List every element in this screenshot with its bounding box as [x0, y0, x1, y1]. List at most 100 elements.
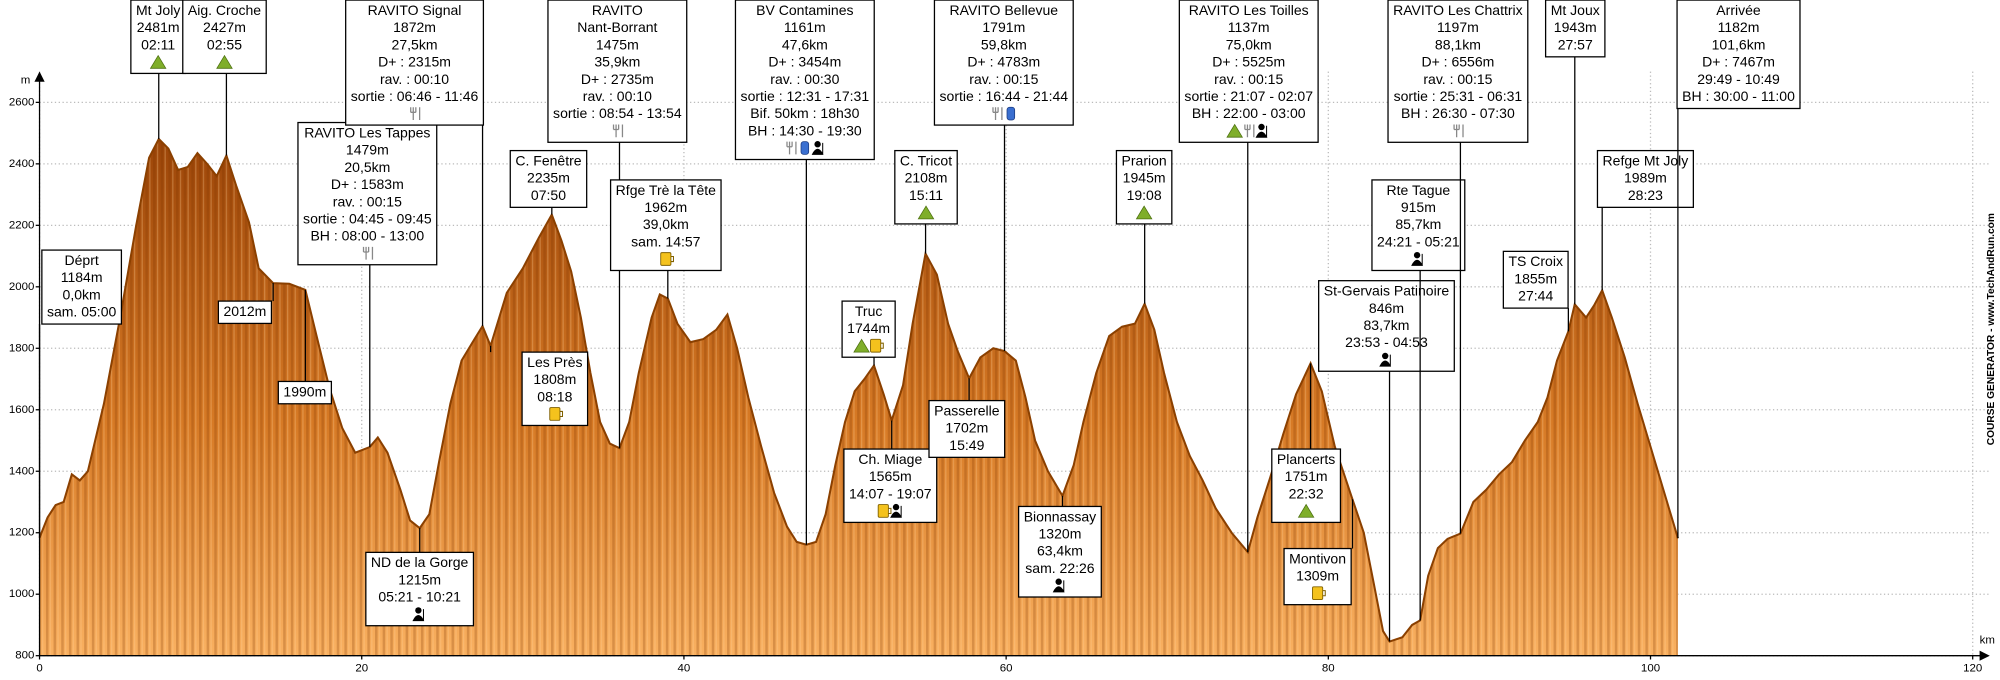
y-tick-label: 1600 [9, 404, 35, 416]
icon-person [415, 607, 422, 614]
annotation-text: 1184m [61, 269, 103, 285]
annotation-text: 1945m [1123, 170, 1166, 186]
icon-person-body [1255, 125, 1268, 138]
x-axis-label: km [1980, 634, 1995, 646]
annotation-text: rav. : 00:15 [969, 71, 1038, 87]
annotation-text: rav. : 00:10 [380, 71, 449, 87]
annotation-text: sam. 05:00 [47, 304, 117, 320]
annotation-text: Prarion [1122, 152, 1167, 168]
x-tick-label: 40 [678, 662, 691, 674]
annotation-text: 29:49 - 10:49 [1697, 71, 1780, 87]
annotation-box [1017, 505, 1102, 598]
annotation-text: rav. : 00:10 [583, 88, 652, 104]
x-tick-label: 60 [1000, 662, 1013, 674]
icon-drink [870, 338, 882, 353]
icon-person [814, 141, 821, 148]
annotation-text: Mt Joux [1551, 2, 1600, 18]
annotation-text: Refge Mt Joly [1603, 152, 1689, 168]
annotation-text: 1197m [1437, 19, 1479, 35]
annotation-text: Nant-Borrant [577, 19, 657, 35]
icon-drink-handle [880, 342, 884, 349]
y-tick-label: 2400 [9, 158, 35, 170]
annotation-text: D+ : 3454m [768, 54, 841, 70]
annotation-text: 846m [1369, 300, 1404, 316]
annotation-text: BH : 26:30 - 07:30 [1401, 105, 1515, 121]
annotation-text: D+ : 6556m [1421, 54, 1494, 70]
annotation-text: 1475m [596, 36, 639, 52]
annotation-text: 22:32 [1289, 485, 1324, 501]
y-tick-label: 1000 [9, 588, 35, 600]
icon-drink-handle [670, 255, 674, 263]
icon-summit [1135, 205, 1153, 220]
annotation-text: 27,5km [392, 36, 438, 52]
annotation-text: 28:23 [1628, 187, 1663, 203]
icon-food [410, 107, 421, 120]
annotation-text: rav. : 00:15 [333, 193, 402, 209]
annotation-text: 35,9km [594, 54, 640, 70]
annotation-text: 05:21 - 10:21 [378, 589, 461, 605]
annotation-text: 85,7km [1395, 216, 1441, 232]
annotation-text: 59,8km [981, 36, 1027, 52]
icon-water [1006, 106, 1016, 121]
annotation-text: Aig. Croche [188, 2, 261, 18]
annotation-text: Rte Tague [1387, 182, 1451, 198]
icon-person-body [1052, 580, 1065, 593]
annotation-box [1387, 0, 1529, 143]
icon-person-body [412, 609, 425, 622]
annotation-text: Passerelle [934, 402, 1000, 418]
annotation-text: sortie : 08:54 - 13:54 [553, 105, 682, 121]
y-axis-label: m [21, 74, 31, 86]
icon-person-body [1379, 354, 1392, 367]
annotation-text: 1751m [1285, 468, 1328, 484]
annotation-box [734, 0, 875, 161]
profile [38, 137, 1679, 656]
annotation-text: sortie : 06:46 - 11:46 [351, 88, 479, 104]
annotation-text: RAVITO [592, 2, 643, 18]
annotation-text: 915m [1401, 199, 1436, 215]
annotation-text: BH : 08:00 - 13:00 [310, 228, 424, 244]
annotation-box [509, 149, 588, 208]
annotation-text: Rfge Trè la Tête [616, 182, 716, 198]
icon-summit [1297, 503, 1315, 518]
annotation-box [1178, 0, 1319, 143]
annotation-text: 24:21 - 05:21 [1377, 233, 1460, 249]
icon-drink-handle [1322, 590, 1326, 597]
annotation-box [365, 551, 475, 627]
annotation: 2012m [217, 283, 274, 325]
annotation-text: 2427m [203, 19, 246, 35]
annotation-text: BH : 30:00 - 11:00 [1682, 88, 1795, 104]
annotation-text: rav. : 00:30 [770, 71, 839, 87]
x-tick-label: 0 [36, 662, 42, 674]
annotation-text: rav. : 00:15 [1214, 71, 1283, 87]
annotation-text: Arrivée [1716, 2, 1761, 18]
annotation-text: BV Contamines [756, 2, 853, 18]
x-tick-label: 20 [355, 662, 368, 674]
icon-summit [917, 205, 935, 220]
annotation-box [217, 300, 273, 325]
annotation-text: 1320m [1039, 526, 1082, 542]
elevation-texture [39, 138, 1678, 656]
annotation-text: 1309m [1296, 568, 1339, 584]
y-tick-label: 1400 [9, 465, 35, 477]
icon-drink [549, 407, 561, 421]
annotation-text: D+ : 4783m [967, 54, 1040, 70]
icon-food [612, 124, 624, 138]
icon-drink [1312, 586, 1324, 601]
annotation-text: 20,5km [344, 159, 390, 175]
annotation-text: C. Fenêtre [515, 152, 581, 168]
annotation-text: Bionnassay [1024, 508, 1096, 524]
annotation-text: D+ : 2735m [581, 71, 654, 87]
annotation-text: 83,7km [1363, 317, 1409, 333]
